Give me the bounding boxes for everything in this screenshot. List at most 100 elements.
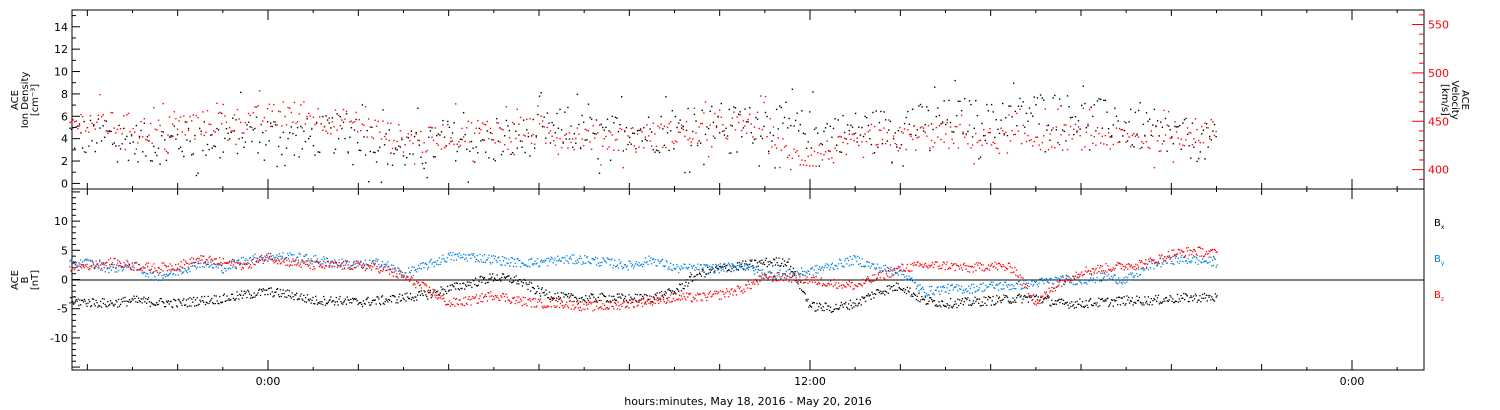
data-point — [1090, 134, 1092, 137]
data-point — [660, 260, 662, 263]
data-point — [99, 305, 101, 307]
data-point — [502, 260, 505, 262]
data-point — [149, 122, 152, 125]
data-point — [862, 135, 865, 138]
data-point — [441, 298, 443, 300]
data-point — [575, 142, 577, 144]
data-point — [1131, 144, 1133, 146]
data-point — [81, 147, 84, 149]
data-point — [79, 263, 81, 265]
data-point — [333, 262, 335, 264]
data-point — [572, 138, 574, 140]
data-point — [366, 298, 368, 300]
data-point — [894, 142, 896, 145]
data-point — [761, 272, 763, 274]
data-point — [493, 258, 496, 260]
data-point — [617, 296, 619, 298]
data-point — [372, 137, 375, 140]
data-point — [334, 260, 337, 263]
data-point — [939, 293, 941, 295]
data-point — [517, 301, 519, 304]
data-point — [801, 110, 803, 112]
data-point — [1044, 297, 1046, 299]
data-point — [1166, 124, 1168, 126]
data-point — [577, 307, 580, 309]
data-point — [897, 283, 899, 285]
data-point — [119, 262, 122, 264]
data-point — [742, 260, 744, 262]
data-point — [621, 128, 623, 131]
data-point — [797, 272, 799, 274]
data-point — [256, 261, 258, 263]
data-point — [1115, 281, 1117, 283]
data-point — [838, 263, 840, 265]
data-point — [1014, 110, 1016, 113]
data-point — [164, 264, 166, 266]
data-point — [242, 256, 244, 258]
data-point — [384, 300, 386, 303]
data-point — [619, 308, 621, 310]
data-point — [815, 165, 817, 167]
data-point — [1068, 307, 1070, 309]
data-point — [1109, 279, 1112, 281]
data-point — [97, 114, 100, 116]
data-point — [464, 284, 467, 286]
data-point — [291, 254, 293, 256]
data-point — [908, 133, 911, 136]
data-point — [766, 115, 768, 118]
data-point — [690, 265, 693, 267]
data-point — [1208, 256, 1210, 258]
data-point — [845, 301, 847, 303]
data-point — [231, 260, 233, 262]
data-point — [1150, 298, 1152, 300]
data-point — [544, 259, 546, 261]
data-point — [413, 135, 416, 138]
data-point — [375, 303, 377, 305]
data-point — [461, 127, 463, 130]
data-point — [379, 146, 381, 148]
data-point — [976, 285, 978, 288]
data-point — [992, 141, 994, 143]
data-point — [453, 259, 455, 261]
data-point — [431, 294, 433, 296]
data-point — [201, 296, 203, 298]
data-point — [988, 283, 991, 286]
data-point — [290, 297, 292, 299]
data-point — [502, 273, 505, 275]
data-point — [300, 293, 302, 295]
data-point — [842, 115, 844, 117]
data-point — [1018, 293, 1020, 295]
data-point — [251, 259, 253, 261]
data-point — [627, 302, 629, 304]
data-point — [330, 296, 332, 298]
data-point — [872, 111, 874, 114]
data-point — [249, 126, 251, 128]
data-point — [296, 120, 299, 123]
data-point — [1034, 295, 1037, 298]
data-point — [824, 151, 827, 153]
data-point — [935, 304, 937, 306]
data-point — [386, 269, 388, 271]
data-point — [645, 303, 647, 305]
data-point — [371, 262, 373, 264]
data-point — [385, 138, 387, 140]
data-point — [972, 300, 974, 302]
data-point — [240, 257, 243, 259]
data-point — [210, 259, 212, 261]
data-point — [1071, 301, 1073, 303]
data-point — [583, 145, 585, 147]
data-point — [248, 291, 250, 293]
data-point — [395, 302, 397, 304]
data-point — [836, 265, 838, 267]
data-point — [402, 155, 405, 157]
data-point — [1174, 121, 1176, 123]
data-point — [519, 116, 522, 119]
data-point — [675, 267, 677, 269]
data-point — [135, 301, 137, 303]
data-point — [1145, 141, 1148, 143]
data-point — [768, 150, 770, 153]
data-point — [722, 266, 724, 268]
data-point — [709, 124, 711, 126]
data-point — [351, 267, 353, 270]
data-point — [1033, 283, 1035, 286]
